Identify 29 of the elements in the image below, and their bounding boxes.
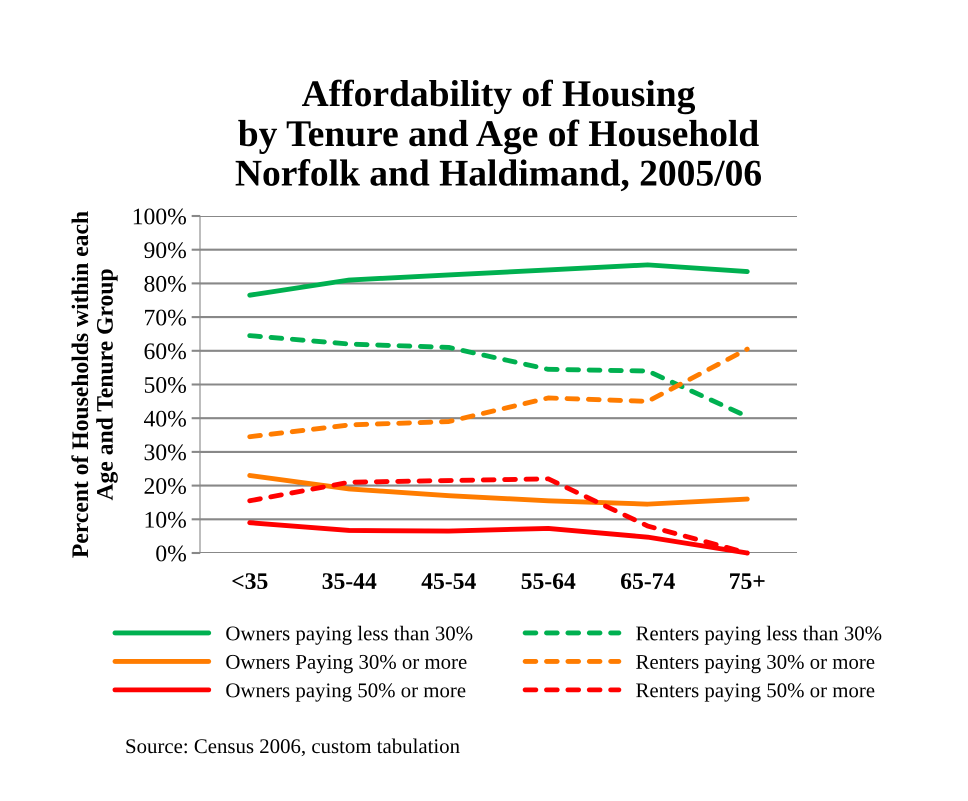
chart-title: Affordability of Housing by Tenure and Age of Household Norfolk and Haldimand, 2005/06 <box>236 80 761 192</box>
legend-label: Owners paying 50% or more <box>226 683 466 702</box>
x-tick-label: 45-54 <box>422 573 476 590</box>
y-tick-label: 70% <box>145 310 186 326</box>
legend-label: Renters paying 30% or more <box>636 654 874 674</box>
x-tick-label: 75+ <box>730 573 765 590</box>
y-tick-label: 40% <box>144 410 186 427</box>
x-tick-label: 55-64 <box>522 573 576 590</box>
legend-label: Renters paying less than 30% <box>636 626 882 645</box>
y-tick-label: 0% <box>156 545 186 562</box>
y-tick-label: 100% <box>134 208 186 224</box>
x-tick-label: 35-44 <box>322 573 376 590</box>
y-tick-label: 60% <box>144 343 186 360</box>
y-axis-title: Percent of Households within each Age and Tenure Group <box>71 211 118 558</box>
y-tick-label: 50% <box>144 376 186 393</box>
x-tick-label: <35 <box>232 573 268 590</box>
y-tick-label: 10% <box>146 512 186 528</box>
line-series <box>247 346 750 440</box>
legend-label: Renters paying 50% or more <box>636 683 874 702</box>
line-series <box>247 262 750 298</box>
y-tick-label: 80% <box>144 276 186 292</box>
y-tick-label: 30% <box>144 444 186 460</box>
x-tick-label: 65-74 <box>621 573 675 590</box>
legend-label: Owners Paying 30% or more <box>226 654 467 674</box>
source-note: Source: Census 2006, custom tabulation <box>126 738 460 756</box>
y-tick-label: 20% <box>144 478 186 494</box>
line-series <box>247 473 750 507</box>
legend-label: Owners paying less than 30% <box>226 626 472 645</box>
y-tick-label: 90% <box>144 242 186 258</box>
